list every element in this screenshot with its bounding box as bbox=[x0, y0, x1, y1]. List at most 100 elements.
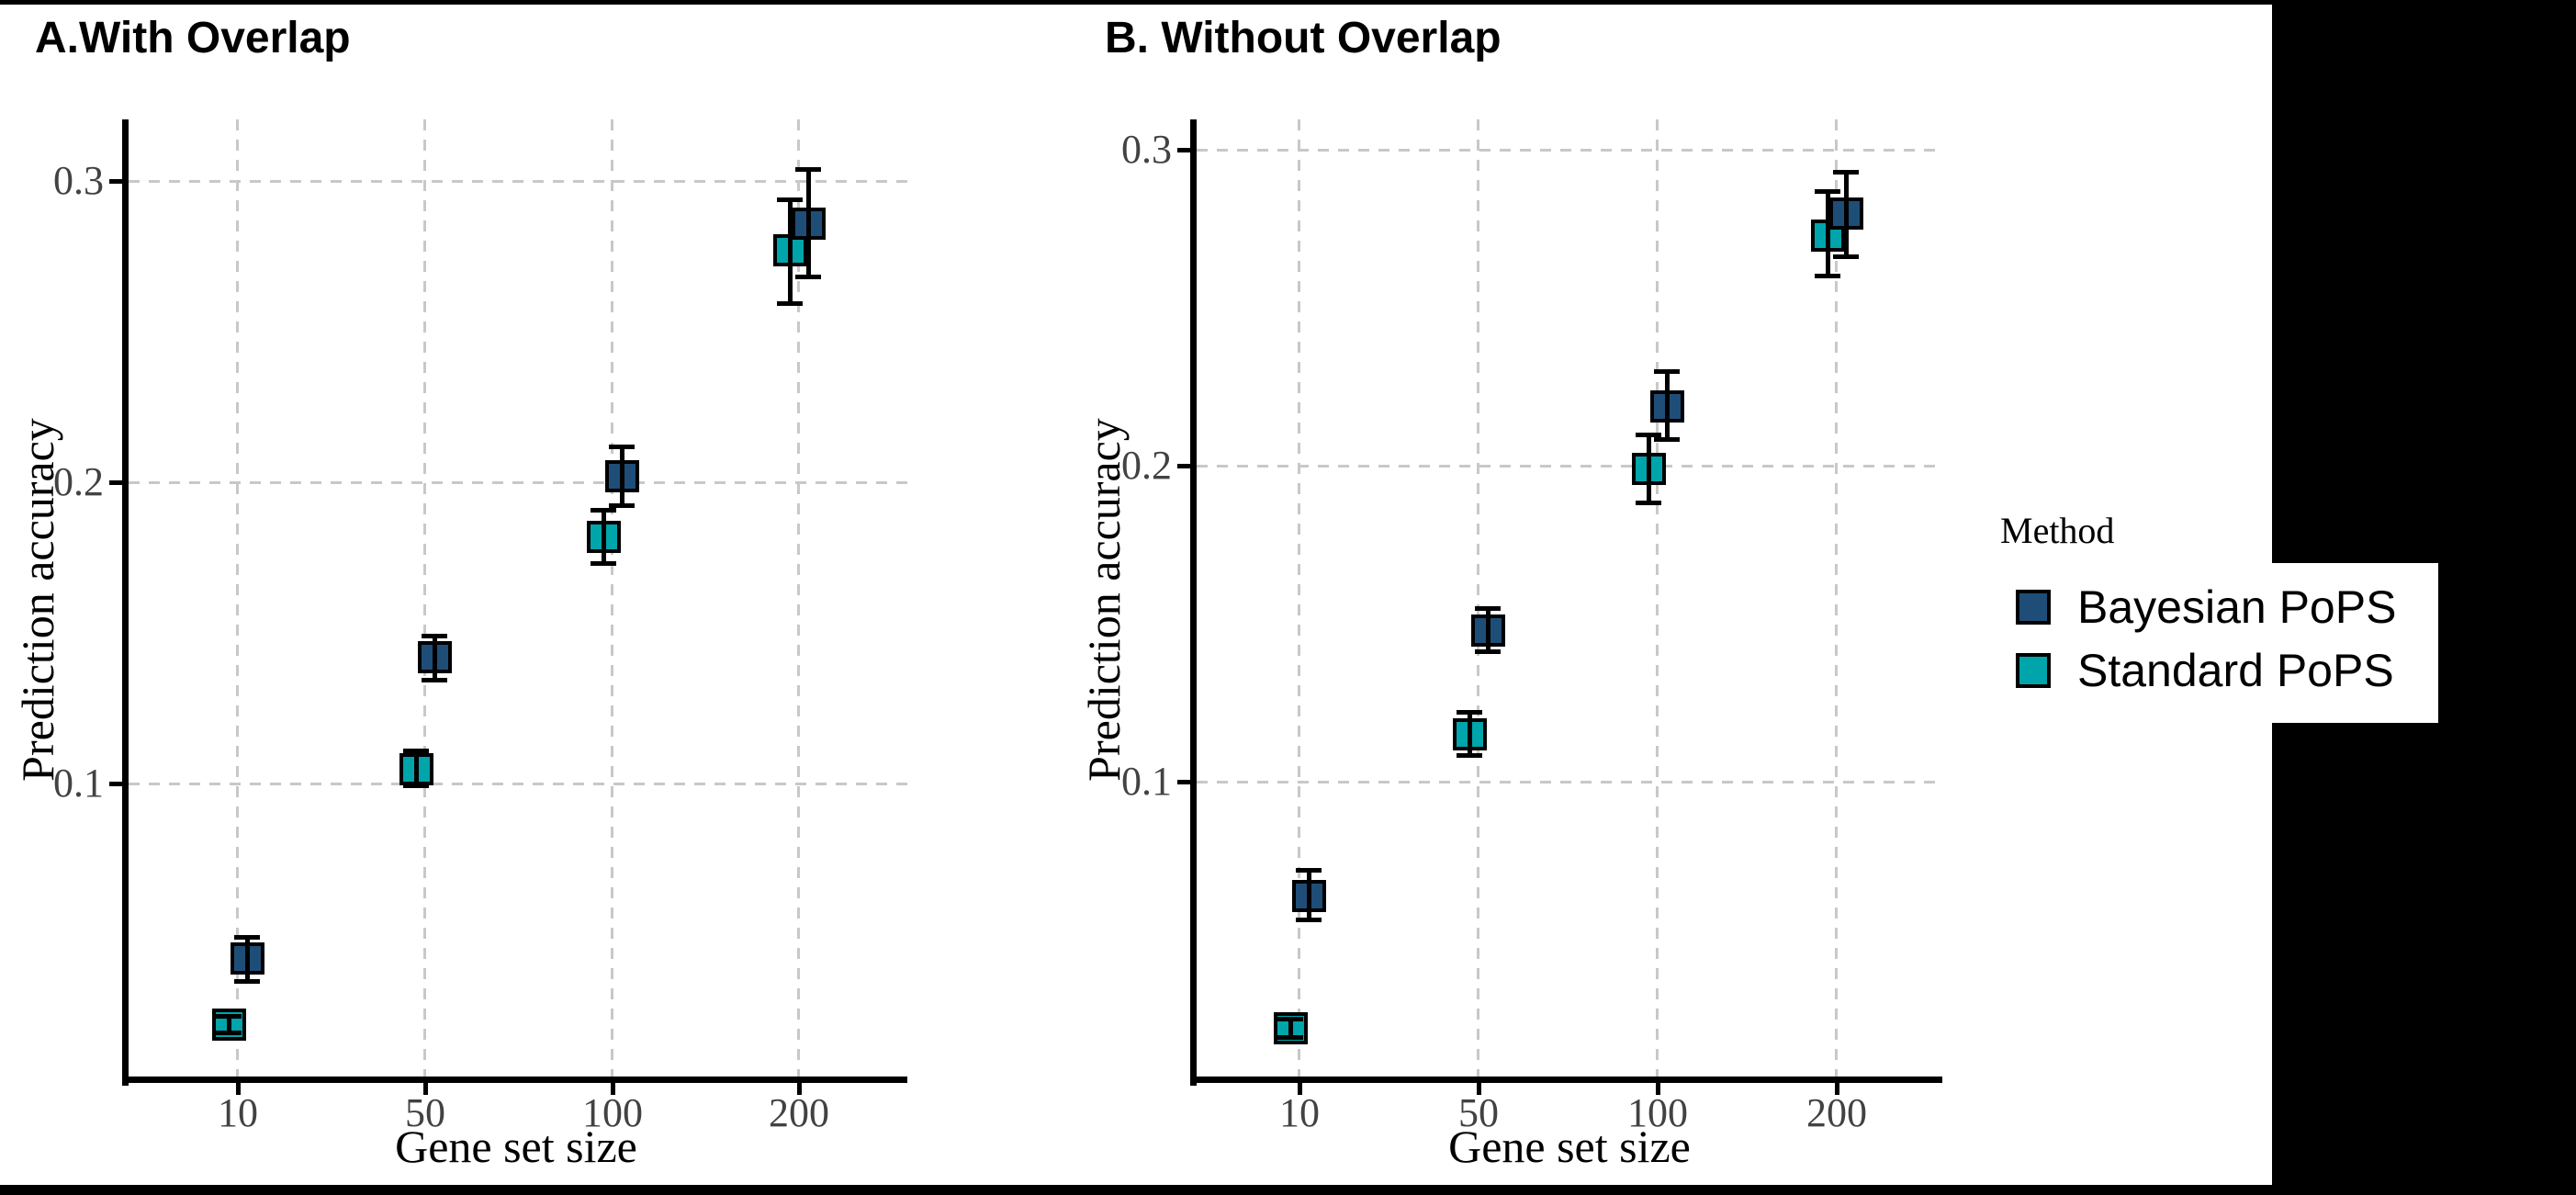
gridline-y-0.2 bbox=[129, 481, 907, 484]
legend-swatch-bayesian-pops bbox=[2016, 590, 2051, 625]
y-tick-label: 0.1 bbox=[53, 761, 104, 806]
error-bar-cap-upper bbox=[1475, 605, 1501, 611]
error-bar-cap-upper bbox=[1636, 432, 1661, 437]
error-bar-cap-lower bbox=[1277, 1034, 1303, 1040]
legend-title: Method bbox=[2000, 510, 2115, 551]
error-bar-cap-upper bbox=[216, 1013, 242, 1019]
x-tick-label: 50 bbox=[1458, 1090, 1499, 1135]
error-bar-stem bbox=[1468, 712, 1472, 757]
panel-b-y-axis-title: Prediction accuracy bbox=[1078, 418, 1130, 782]
x-axis-tick bbox=[1477, 1083, 1481, 1095]
error-bar-cap-upper bbox=[234, 935, 260, 941]
gridline-y-0.3 bbox=[129, 180, 907, 183]
error-bar-cap-lower bbox=[403, 784, 429, 789]
y-axis-tick bbox=[1177, 464, 1190, 468]
error-bar-cap-lower bbox=[234, 979, 260, 985]
panel-a-x-axis-line bbox=[122, 1077, 907, 1083]
x-tick-label: 100 bbox=[582, 1090, 643, 1135]
gridline-y-0.1 bbox=[1197, 781, 1942, 784]
gridline-x-50 bbox=[423, 119, 426, 1079]
gridline-y-0.2 bbox=[1197, 465, 1942, 468]
y-tick-label: 0.3 bbox=[53, 158, 104, 203]
legend-item-bayesian-pops: Bayesian PoPS bbox=[2016, 581, 2396, 634]
panel-a-x-axis-title: Gene set size bbox=[395, 1121, 637, 1172]
panel-a-y-axis-line bbox=[122, 119, 129, 1086]
error-bar-cap-lower bbox=[1296, 918, 1322, 923]
x-axis-tick bbox=[1298, 1083, 1302, 1095]
error-bar-cap-lower bbox=[422, 678, 447, 683]
panel-a-title: A.With Overlap bbox=[35, 14, 351, 62]
error-bar-cap-lower bbox=[1457, 753, 1482, 759]
error-bar-cap-upper bbox=[1815, 188, 1840, 194]
error-bar-cap-lower bbox=[777, 301, 803, 307]
x-tick-label: 10 bbox=[1279, 1090, 1320, 1135]
error-bar-cap-upper bbox=[795, 166, 821, 172]
error-bar-cap-lower bbox=[1833, 254, 1859, 259]
error-bar-cap-upper bbox=[422, 634, 447, 639]
error-bar-cap-lower bbox=[1815, 273, 1840, 278]
legend-swatch-standard-pops bbox=[2016, 653, 2051, 688]
error-bar-cap-upper bbox=[609, 444, 635, 449]
error-bar-stem bbox=[1288, 1019, 1293, 1038]
legend-background-patch bbox=[2272, 563, 2438, 723]
error-bar-cap-lower bbox=[795, 274, 821, 279]
error-bar-cap-upper bbox=[1654, 368, 1680, 374]
x-axis-tick bbox=[611, 1083, 615, 1095]
y-tick-label: 0.2 bbox=[53, 459, 104, 504]
gridline-x-10 bbox=[236, 119, 239, 1079]
panel-a-y-axis-title: Prediction accuracy bbox=[12, 418, 63, 782]
error-bar-stem bbox=[620, 445, 624, 507]
error-bar-cap-upper bbox=[591, 507, 616, 513]
y-tick-label: 0.3 bbox=[1121, 127, 1172, 172]
x-axis-tick bbox=[236, 1083, 241, 1095]
error-bar-cap-upper bbox=[1457, 710, 1482, 716]
error-bar-cap-lower bbox=[609, 503, 635, 509]
gridline-x-100 bbox=[611, 119, 613, 1079]
y-axis-tick bbox=[109, 179, 122, 184]
y-axis-tick bbox=[109, 782, 122, 786]
gridline-x-100 bbox=[1656, 119, 1659, 1079]
error-bar-cap-lower bbox=[1636, 501, 1661, 506]
error-bar-stem bbox=[1826, 190, 1830, 276]
error-bar-cap-lower bbox=[1475, 648, 1501, 654]
x-axis-tick bbox=[1656, 1083, 1660, 1095]
panel-b-x-axis-line bbox=[1190, 1077, 1942, 1083]
error-bar-stem bbox=[602, 509, 606, 564]
error-bar-cap-upper bbox=[1277, 1017, 1303, 1021]
y-tick-label: 0.1 bbox=[1121, 759, 1172, 804]
error-bar-stem bbox=[245, 937, 250, 983]
gridline-x-10 bbox=[1298, 119, 1300, 1079]
legend-item-label: Bayesian PoPS bbox=[2077, 581, 2397, 633]
gridline-y-0.1 bbox=[129, 783, 907, 785]
x-tick-label: 200 bbox=[1806, 1090, 1867, 1135]
gridline-x-50 bbox=[1477, 119, 1479, 1079]
x-tick-label: 10 bbox=[218, 1090, 258, 1135]
gridline-x-200 bbox=[1835, 119, 1838, 1079]
gridline-y-0.3 bbox=[1197, 149, 1942, 152]
panel-b-x-axis-title: Gene set size bbox=[1448, 1121, 1691, 1172]
error-bar-stem bbox=[1647, 434, 1651, 504]
y-axis-tick bbox=[1177, 148, 1190, 152]
x-tick-label: 50 bbox=[405, 1090, 445, 1135]
y-axis-tick bbox=[109, 480, 122, 485]
error-bar-stem bbox=[1844, 172, 1849, 257]
legend-item-label: Standard PoPS bbox=[2077, 645, 2394, 696]
error-bar-stem bbox=[433, 636, 437, 682]
y-axis-tick bbox=[1177, 780, 1190, 784]
x-axis-tick bbox=[1835, 1083, 1839, 1095]
error-bar-stem bbox=[806, 168, 811, 277]
error-bar-stem bbox=[1665, 370, 1670, 441]
error-bar-cap-lower bbox=[591, 560, 616, 566]
error-bar-cap-upper bbox=[403, 748, 429, 753]
panel-b-title: B. Without Overlap bbox=[1105, 14, 1502, 62]
error-bar-stem bbox=[788, 198, 793, 305]
error-bar-cap-upper bbox=[1296, 868, 1322, 874]
legend-item-standard-pops: Standard PoPS bbox=[2016, 644, 2394, 697]
error-bar-cap-upper bbox=[1833, 170, 1859, 175]
gridline-x-200 bbox=[797, 119, 800, 1079]
error-bar-cap-lower bbox=[216, 1031, 242, 1036]
error-bar-stem bbox=[1486, 607, 1490, 652]
x-tick-label: 200 bbox=[769, 1090, 829, 1135]
x-axis-tick bbox=[423, 1083, 428, 1095]
